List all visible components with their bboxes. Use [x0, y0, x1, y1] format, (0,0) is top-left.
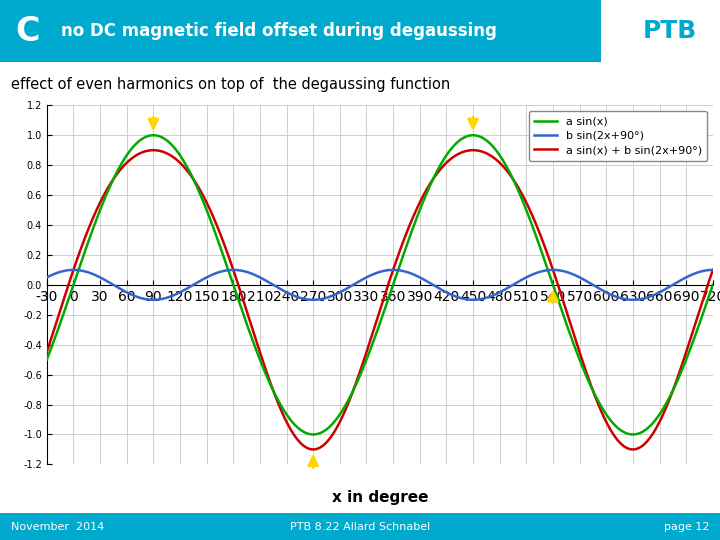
Text: effect of even harmonics on top of  the degaussing function: effect of even harmonics on top of the d…	[11, 77, 450, 92]
Text: November  2014: November 2014	[11, 522, 104, 531]
Text: no DC magnetic field offset during degaussing: no DC magnetic field offset during degau…	[61, 22, 497, 40]
Text: PTB 8.22 Allard Schnabel: PTB 8.22 Allard Schnabel	[290, 522, 430, 531]
Legend: a sin(x), b sin(2x+90°), a sin(x) + b sin(2x+90°): a sin(x), b sin(2x+90°), a sin(x) + b si…	[529, 111, 707, 161]
X-axis label: x in degree: x in degree	[331, 490, 428, 504]
Text: page 12: page 12	[664, 522, 709, 531]
Bar	[0, 0, 601, 62]
Bar	[601, 0, 720, 62]
Text: C: C	[16, 15, 40, 48]
Text: PTB: PTB	[642, 19, 697, 43]
